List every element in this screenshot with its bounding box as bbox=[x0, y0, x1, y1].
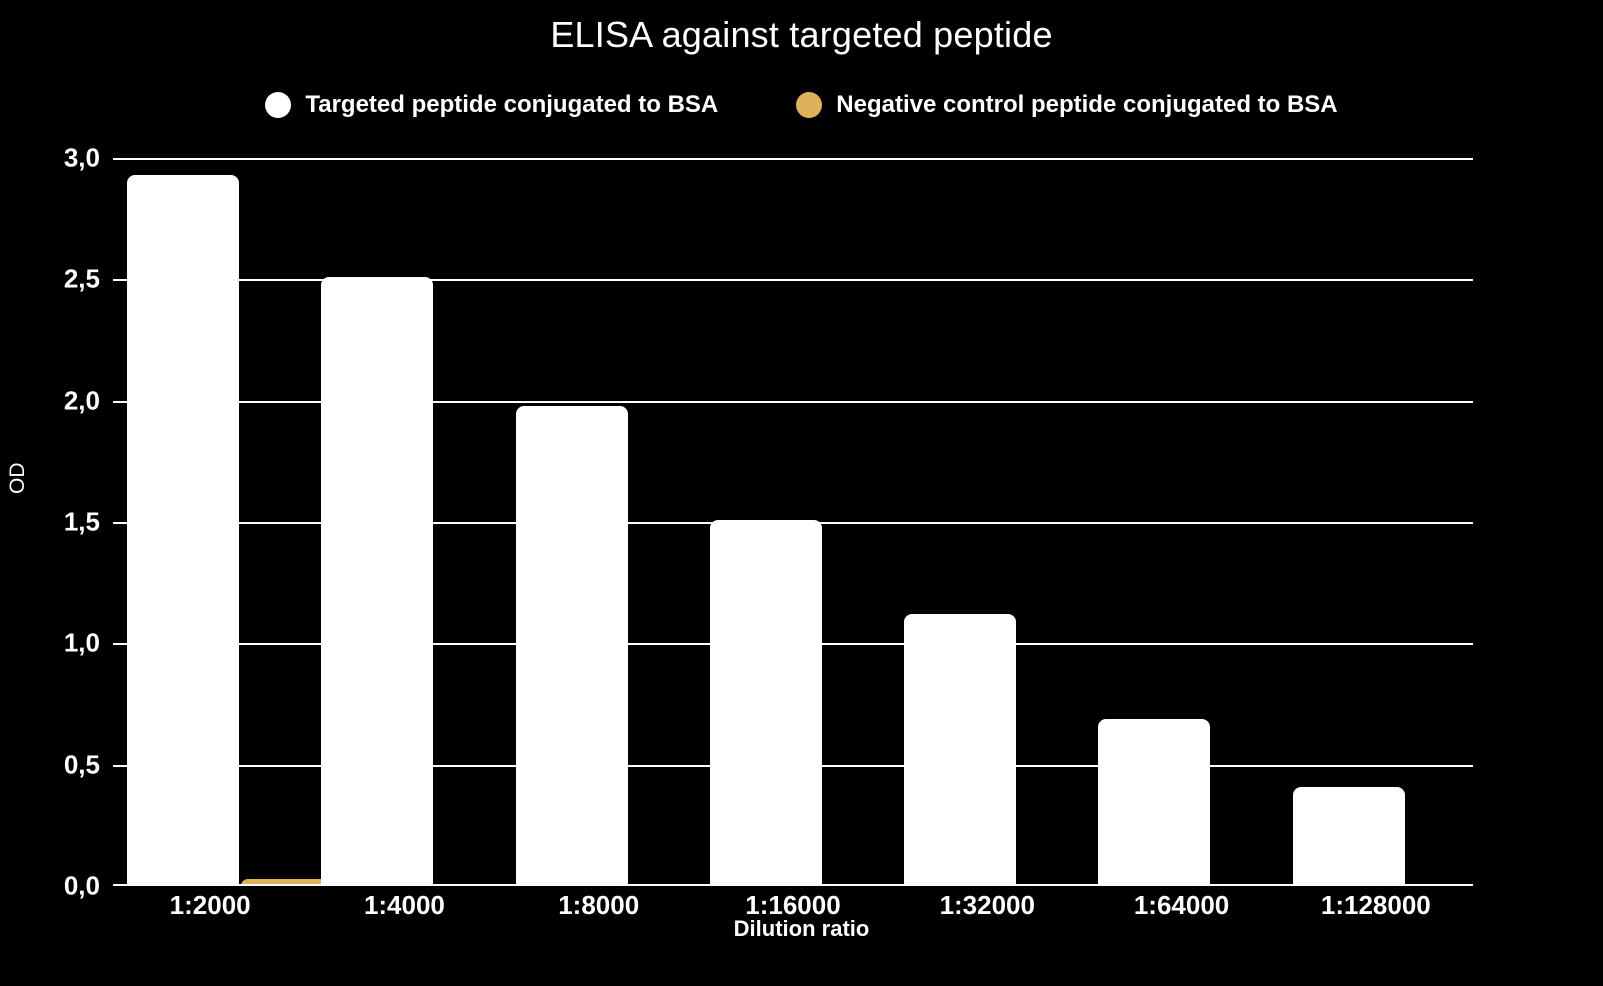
y-axis-tick-label: 3,0 bbox=[63, 142, 100, 173]
bar-group bbox=[696, 158, 890, 886]
bar-group bbox=[1084, 158, 1278, 886]
bar-group bbox=[307, 158, 501, 886]
bar-targeted-peptide bbox=[321, 276, 434, 886]
y-axis-title: OD bbox=[6, 462, 29, 495]
bar-targeted-peptide bbox=[127, 175, 239, 886]
legend-item-label: Negative control peptide conjugated to B… bbox=[836, 91, 1338, 118]
plot-area bbox=[113, 158, 1473, 886]
legend-item-negative-control: Negative control peptide conjugated to B… bbox=[796, 91, 1338, 118]
x-axis-tick-label: 1:128000 bbox=[1320, 890, 1431, 920]
bar-targeted-peptide bbox=[709, 519, 822, 886]
x-axis-tick-label: 1:2000 bbox=[169, 890, 251, 920]
x-axis-tick-label: 1:8000 bbox=[558, 890, 640, 920]
gridline bbox=[113, 158, 1473, 160]
gridline bbox=[113, 279, 1473, 282]
y-axis-tick-label: 2,0 bbox=[63, 385, 100, 416]
legend-swatch-circle-icon bbox=[796, 92, 823, 118]
x-axis-title: Dilution ratio bbox=[733, 916, 870, 941]
x-axis-tick-label: 1:32000 bbox=[939, 890, 1035, 920]
x-axis-tick-label: 1:64000 bbox=[1133, 890, 1230, 920]
bar-targeted-peptide bbox=[1098, 718, 1211, 886]
legend-item-targeted-peptide: Targeted peptide conjugated to BSA bbox=[265, 92, 718, 118]
y-axis-tick-label: 0,0 bbox=[63, 870, 100, 901]
chart-title: ELISA against targeted peptide bbox=[550, 14, 1053, 55]
bar-group bbox=[890, 158, 1084, 886]
x-axis-tick-label: 1:4000 bbox=[363, 890, 445, 920]
bar-targeted-peptide bbox=[904, 614, 1017, 886]
bar-targeted-peptide bbox=[1292, 786, 1405, 886]
legend-swatch-circle-icon bbox=[265, 92, 292, 118]
y-axis-tick-label: 2,5 bbox=[63, 263, 100, 294]
x-axis-tick-label: 1:16000 bbox=[745, 890, 841, 920]
x-axis-baseline bbox=[113, 884, 1473, 886]
chart-legend: Targeted peptide conjugated to BSA Negat… bbox=[0, 92, 1603, 118]
y-axis-tick-label: 1,5 bbox=[63, 506, 100, 537]
gridline bbox=[113, 400, 1473, 403]
bar-targeted-peptide bbox=[515, 405, 628, 886]
bar-group bbox=[1279, 158, 1473, 886]
y-axis-tick-label: 1,0 bbox=[63, 627, 100, 658]
y-axis-tick-label: 0,5 bbox=[63, 749, 100, 780]
bar-negative-control bbox=[241, 878, 329, 886]
legend-item-label: Targeted peptide conjugated to BSA bbox=[305, 91, 719, 118]
bar-group bbox=[113, 158, 329, 886]
bar-group bbox=[502, 158, 696, 886]
